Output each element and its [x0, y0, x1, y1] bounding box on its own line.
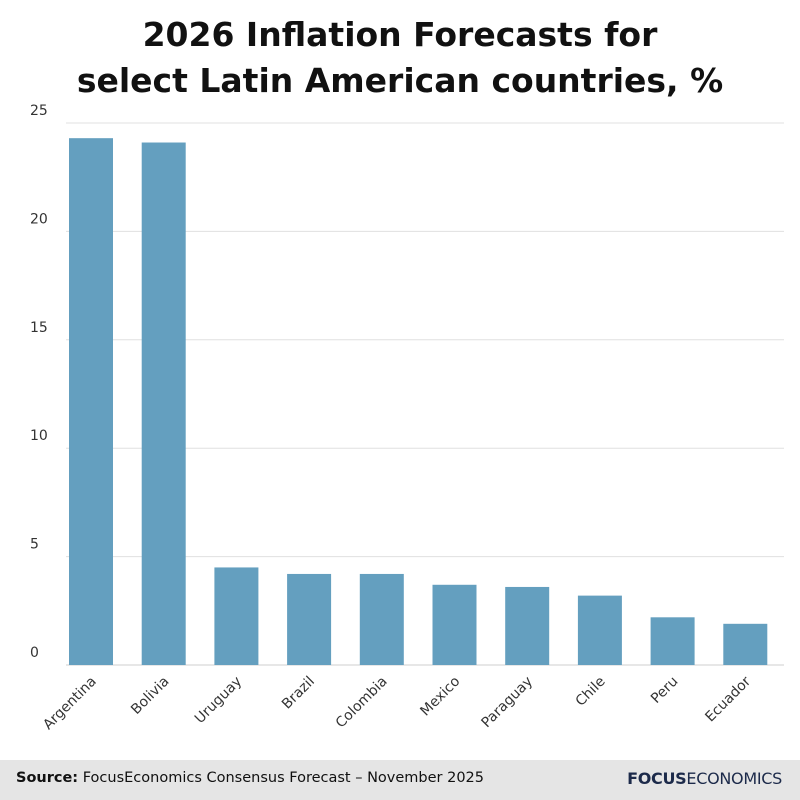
x-tick-label-bolivia: Bolivia: [128, 674, 172, 718]
logo-focus: FOCUS: [627, 769, 687, 788]
bar-uruguay: [214, 567, 259, 665]
y-tick-label: 10: [30, 428, 48, 444]
bar-mexico: [432, 584, 477, 665]
chart-title: 2026 Inflation Forecasts for select Lati…: [0, 12, 800, 104]
bar-chart: 0 5 10 15 20 25 Argentina Bolivia Uruguay Brazil…: [30, 103, 784, 733]
x-tick-label-uruguay: Uruguay: [192, 674, 245, 727]
x-tick-label-paraguay: Paraguay: [478, 674, 536, 732]
bars: [69, 138, 768, 666]
x-tick-label-peru: Peru: [648, 674, 681, 707]
bar-peru: [650, 617, 695, 665]
x-tick-label-brazil: Brazil: [279, 674, 318, 713]
footer-bar: Source: FocusEconomics Consensus Forecas…: [0, 760, 800, 800]
y-tick-label: 25: [30, 103, 48, 119]
source-label: Source:: [16, 770, 79, 786]
title-line-1: 2026 Inflation Forecasts for: [142, 15, 658, 54]
bar-bolivia: [141, 142, 186, 666]
source-note: Source: FocusEconomics Consensus Forecas…: [16, 770, 484, 786]
y-tick-label: 15: [30, 320, 48, 336]
x-tick-label-ecuador: Ecuador: [702, 673, 754, 725]
bar-brazil: [287, 573, 332, 665]
y-axis-ticks: 0 5 10 15 20 25: [30, 103, 48, 661]
x-tick-label-colombia: Colombia: [333, 674, 391, 732]
bar-paraguay: [505, 586, 550, 665]
y-tick-label: 20: [30, 211, 48, 227]
bar-argentina: [69, 138, 113, 665]
y-tick-label: 5: [30, 537, 39, 553]
focuseconomics-logo: FOCUSECONOMICS: [627, 769, 782, 788]
x-tick-label-mexico: Mexico: [417, 674, 463, 720]
bar-ecuador: [723, 623, 768, 665]
title-line-2: select Latin American countries, %: [76, 61, 724, 100]
x-tick-label-chile: Chile: [573, 674, 609, 710]
x-axis-labels: Argentina Bolivia Uruguay Brazil Colombia Mex…: [40, 673, 754, 733]
logo-economics: ECONOMICS: [686, 769, 782, 788]
source-text: FocusEconomics Consensus Forecast – Nove…: [82, 770, 485, 786]
bar-colombia: [359, 573, 404, 665]
y-tick-label: 0: [30, 645, 39, 661]
bar-chile: [577, 595, 622, 665]
x-tick-label-argentina: Argentina: [40, 674, 100, 734]
